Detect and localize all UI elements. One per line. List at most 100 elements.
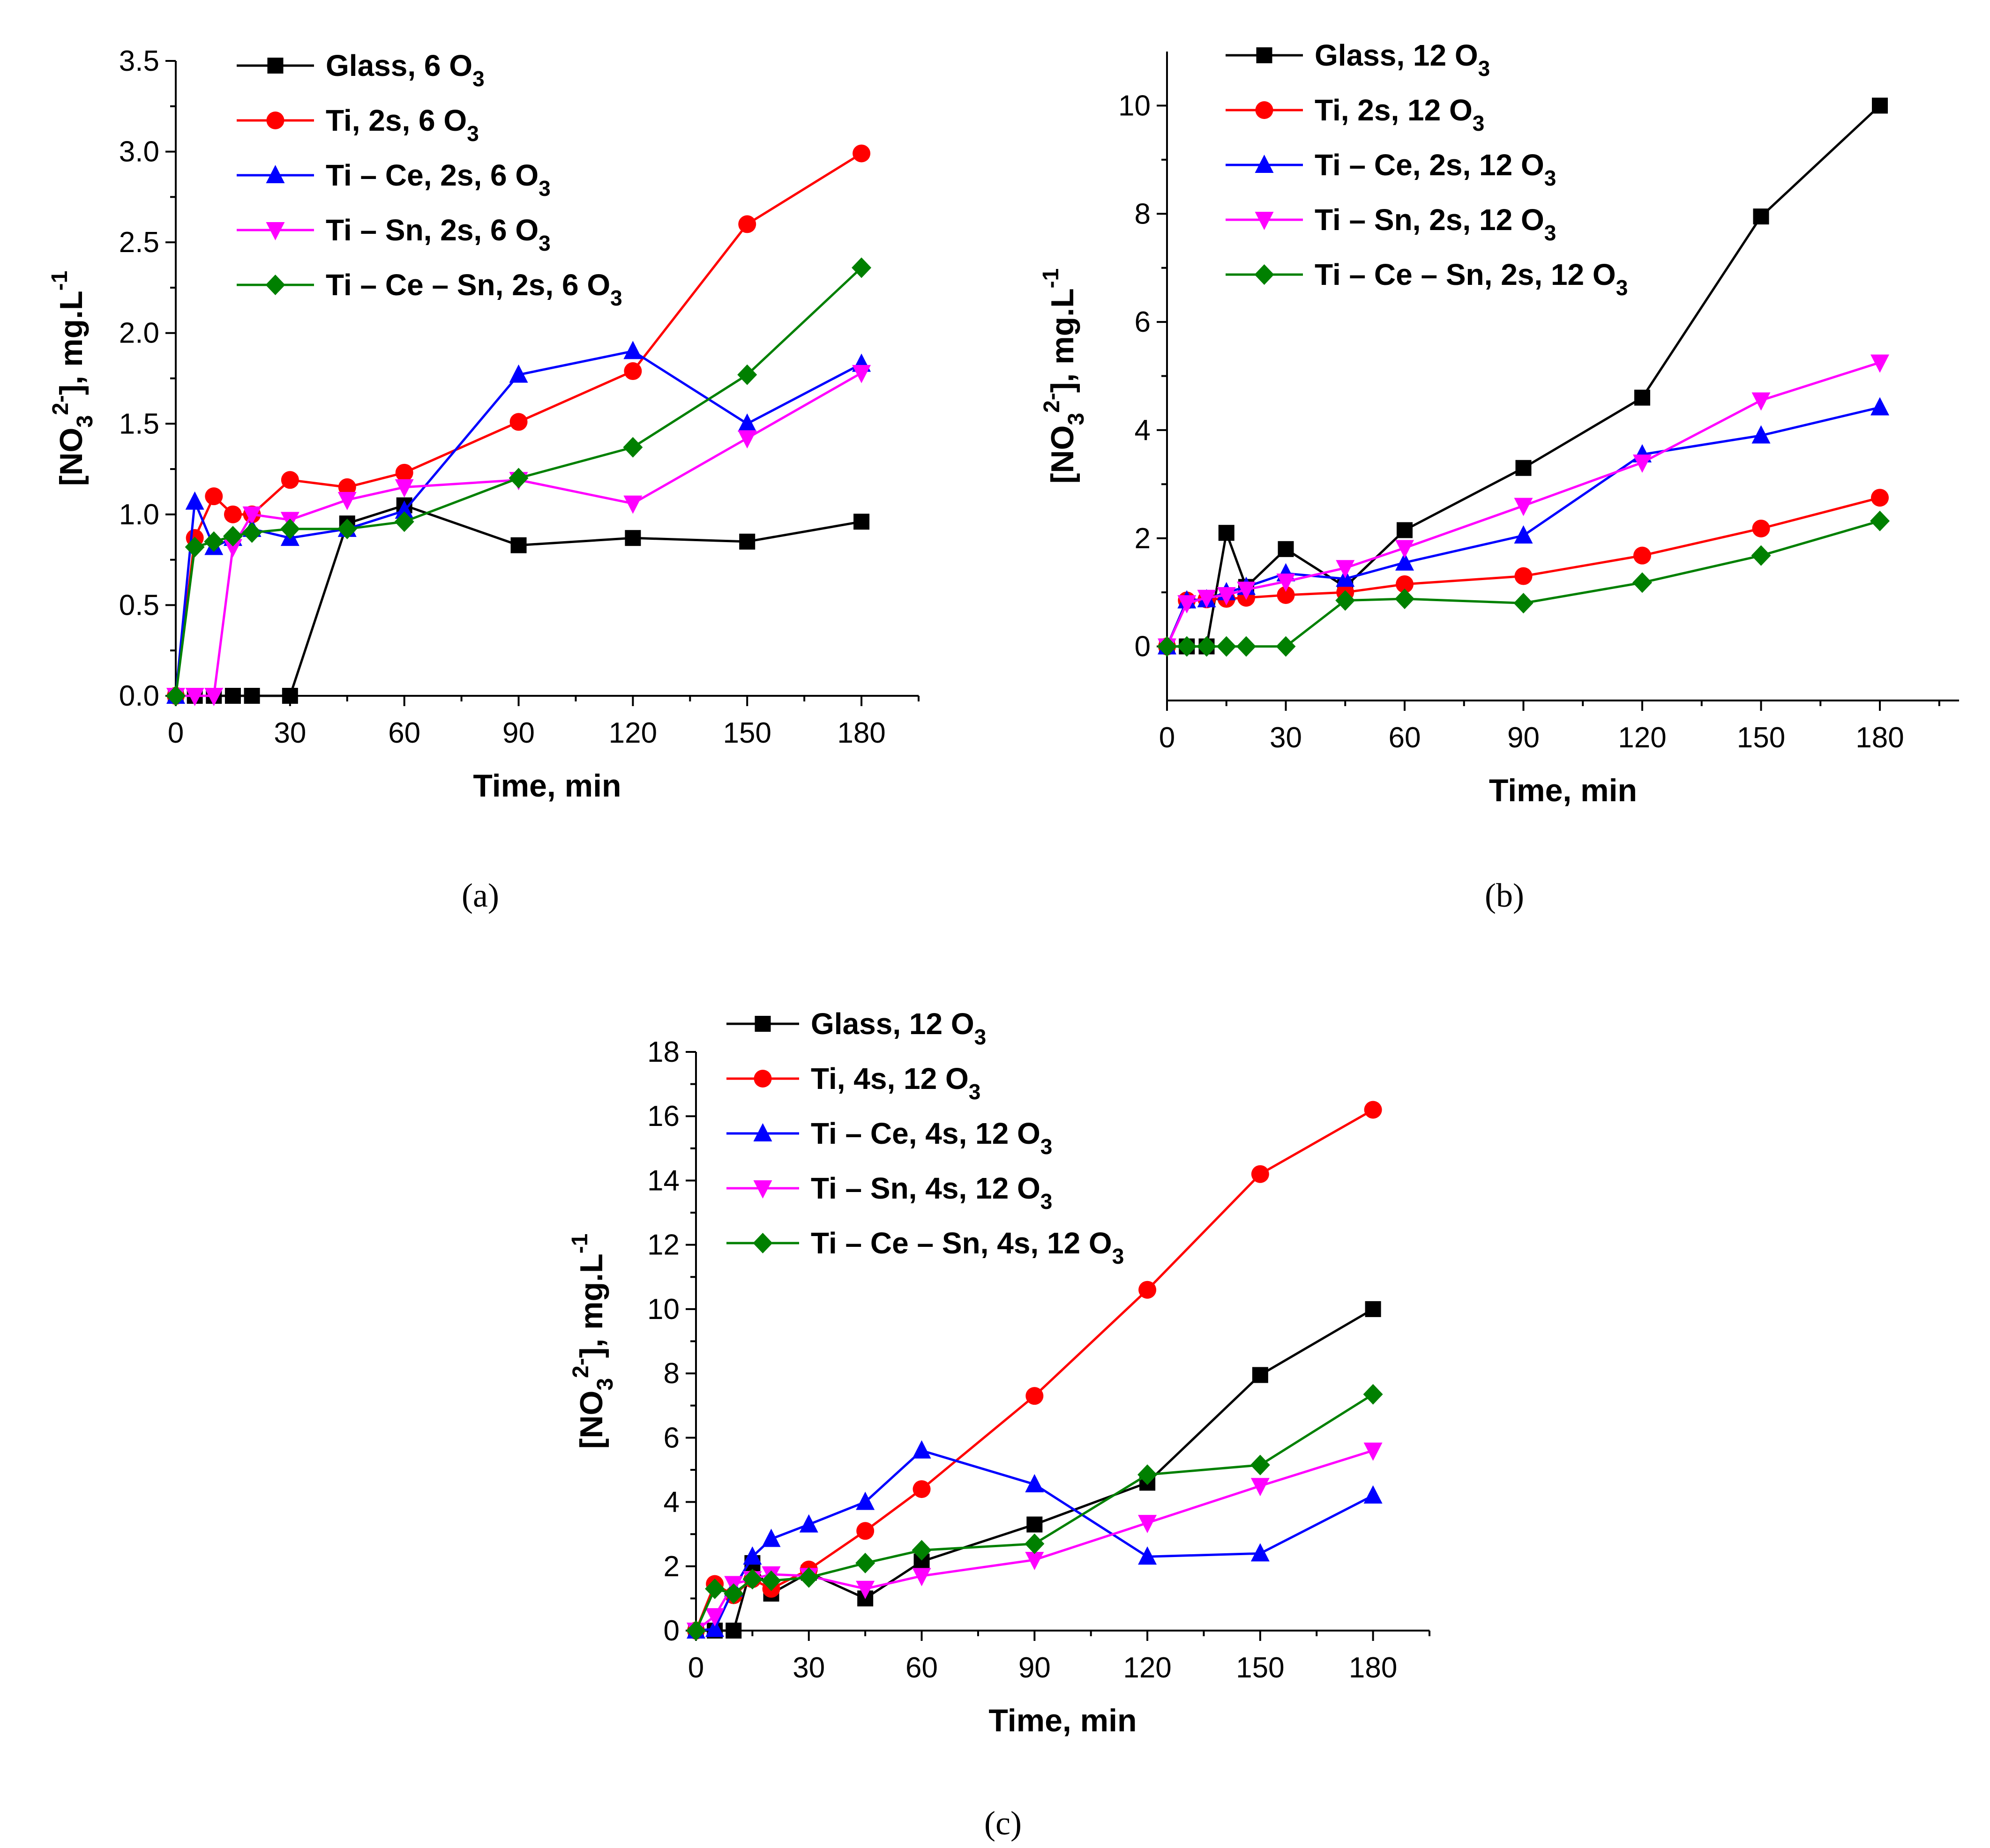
y-axis-label-part: [NO (1045, 425, 1080, 484)
data-point (1218, 525, 1234, 541)
data-point (1514, 567, 1533, 585)
legend-marker (753, 1123, 772, 1141)
y-axis-label: [NO32-], mg.L-1 (568, 1234, 618, 1449)
legend-label-sub: 3 (467, 121, 479, 146)
x-ticks: 0 30 60 90 120 150 180 (168, 696, 920, 749)
legend-label-text: Ti – Ce – Sn, 2s, 12 O (1315, 258, 1616, 291)
x-ticks: 0 30 60 90 120 150 180 (688, 1631, 1430, 1684)
x-tick-label: 30 (793, 1652, 825, 1684)
data-point (705, 1578, 725, 1599)
series-3 (166, 365, 871, 706)
y-tick-label: 6 (664, 1422, 680, 1454)
legend-label: Ti, 4s, 12 O3 (811, 1062, 980, 1104)
x-axis-label: Time, min (988, 1703, 1137, 1738)
series-line (695, 1393, 1374, 1632)
x-tick-label: 180 (837, 717, 885, 749)
data-point (1138, 1515, 1157, 1534)
data-point (853, 144, 871, 163)
data-point (224, 688, 241, 704)
legend-label-sub: 3 (1544, 221, 1556, 245)
series-line (176, 504, 862, 697)
y-ticks: 0 2 4 6 8 10 12 14 16 18 (647, 1036, 696, 1647)
data-point (625, 530, 641, 546)
data-point (1363, 1485, 1383, 1504)
y-tick-label: 1.0 (119, 499, 159, 531)
y-axis-label: [NO32-], mg.L-1 (1039, 268, 1089, 484)
data-point (856, 1491, 875, 1510)
data-point (242, 522, 262, 543)
y-tick-label: 2.0 (119, 317, 159, 350)
data-point (337, 492, 357, 510)
data-point (912, 1568, 931, 1587)
data-point (1752, 519, 1770, 537)
data-point (743, 1546, 762, 1565)
data-point (1250, 1478, 1270, 1497)
y-axis-label-part: 2- (569, 1358, 593, 1378)
data-point (1276, 574, 1295, 592)
y-tick-label: 8 (1135, 198, 1151, 230)
x-tick-label: 180 (1349, 1652, 1397, 1684)
legend-label: Glass, 12 O3 (1315, 38, 1490, 81)
data-point (185, 688, 204, 706)
legend-label: Ti – Ce, 4s, 12 O3 (811, 1117, 1052, 1159)
y-tick-label: 0 (664, 1615, 680, 1647)
panel-label: (a) (462, 877, 499, 914)
data-point (856, 1580, 875, 1599)
data-point (912, 1440, 931, 1459)
legend-label: Ti, 2s, 12 O3 (1315, 93, 1484, 135)
y-axis-label-part: ], mg.L (574, 1253, 609, 1358)
data-point (509, 468, 529, 489)
legend-label-sub: 3 (969, 1080, 981, 1104)
data-point (1336, 560, 1355, 579)
y-tick-label: 8 (664, 1357, 680, 1390)
data-point (281, 471, 299, 489)
data-point (337, 518, 357, 539)
data-point (1137, 1464, 1158, 1485)
data-point (1514, 498, 1533, 516)
y-axis-label-part: 3 (73, 415, 97, 428)
data-point (737, 364, 757, 385)
y-tick-label: 0.5 (119, 589, 159, 621)
data-point (338, 478, 356, 496)
data-point (1633, 546, 1651, 565)
x-tick-label: 30 (274, 717, 306, 749)
legend-item: Ti – Ce – Sn, 4s, 12 O3 (726, 1226, 1124, 1268)
y-axis-label: [NO32-], mg.L-1 (47, 271, 97, 486)
legend-marker (265, 275, 285, 295)
legend-label: Ti – Ce, 2s, 6 O3 (326, 158, 551, 201)
data-point (799, 1514, 818, 1533)
y-ticks: 0 2 4 6 8 10 (1118, 89, 1167, 663)
panel-c: 0 30 60 90 120 150 180 0 2 4 6 8 10 12 14 16 18 Time, min… (568, 1007, 1430, 1842)
series-2 (166, 341, 871, 704)
x-tick-label: 90 (1507, 722, 1540, 754)
legend-marker (1255, 155, 1274, 173)
legend-item: Ti, 4s, 12 O3 (726, 1062, 980, 1104)
legend-label-sub: 3 (472, 67, 485, 91)
data-point (1138, 1546, 1157, 1565)
x-axis-label: Time, min (1489, 773, 1637, 808)
data-point (1633, 455, 1652, 473)
data-point (761, 1570, 781, 1591)
legend-marker (1256, 47, 1272, 63)
x-tick-label: 60 (905, 1652, 938, 1684)
data-point (724, 1583, 744, 1604)
y-axis-label-part: -1 (568, 1234, 592, 1254)
y-tick-label: 4 (664, 1486, 680, 1519)
legend-label-sub: 3 (610, 286, 622, 310)
y-axis-label-part: -1 (1039, 268, 1063, 289)
legend-label-text: Ti, 2s, 12 O (1315, 93, 1473, 127)
legend-label: Glass, 12 O3 (811, 1007, 986, 1049)
data-point (852, 365, 871, 383)
x-tick-label: 150 (1737, 722, 1785, 754)
data-point (1395, 552, 1414, 571)
data-point (912, 1540, 932, 1561)
legend-item: Glass, 12 O3 (726, 1007, 986, 1049)
legend-label-sub: 3 (1040, 1134, 1053, 1159)
data-point (509, 413, 528, 431)
data-point (1025, 1552, 1044, 1571)
data-point (395, 463, 413, 482)
data-point (223, 539, 242, 558)
data-point (185, 537, 205, 558)
legend-marker (266, 112, 284, 129)
